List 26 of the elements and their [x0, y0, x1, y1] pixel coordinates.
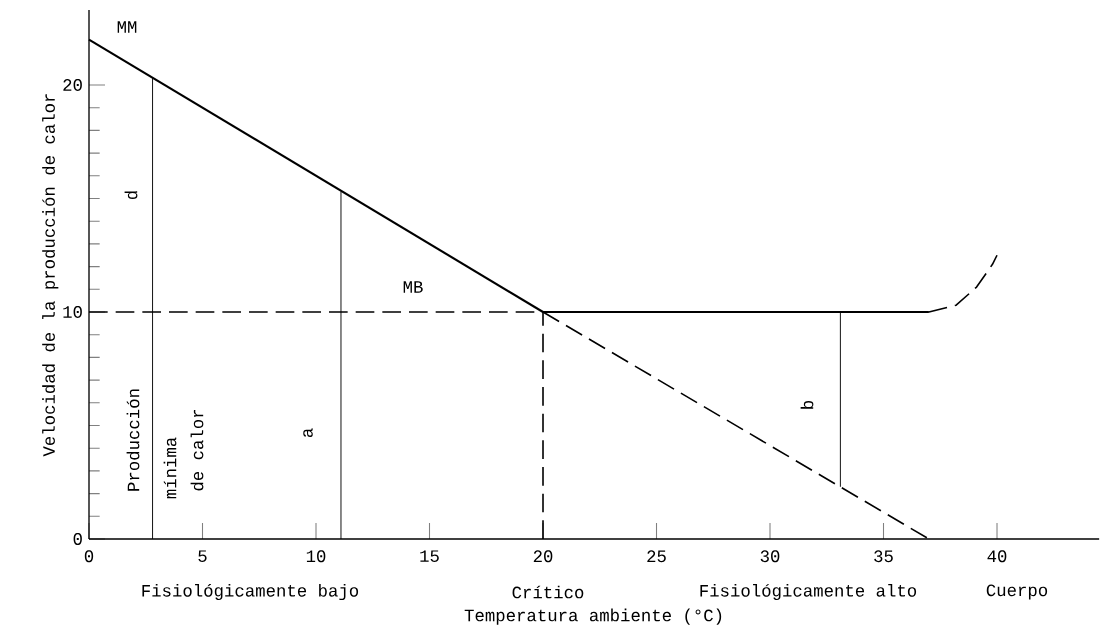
x-tick-label: 20	[533, 550, 553, 563]
y-tick-label: 0	[73, 533, 82, 545]
x-tick-label: 30	[760, 550, 780, 563]
text: Fisiológicamente bajo	[142, 583, 359, 601]
x-tick-label: 10	[306, 550, 326, 563]
x-tick-label: 0	[84, 550, 94, 563]
annotation: mínima	[163, 437, 177, 499]
annotation: a	[303, 428, 313, 438]
annotation: Producción	[126, 389, 140, 491]
annotation: b	[800, 400, 814, 409]
text: Fisiológicamente alto	[700, 583, 917, 601]
x-tick-label: 25	[647, 550, 666, 563]
text: Cuerpo	[986, 584, 1048, 600]
y-tick-label: 20	[63, 79, 82, 91]
y-tick-label: 10	[63, 306, 82, 318]
y-axis-title: Velocidad de la producción de calor	[42, 94, 59, 457]
annotation: d	[124, 191, 138, 200]
text: Crítico	[512, 585, 584, 599]
x-tick-label: 5	[198, 550, 207, 562]
annotation: MM	[117, 21, 137, 33]
x-tick-label: 40	[987, 550, 1007, 563]
x-tick-label: 35	[874, 550, 893, 563]
annotation: MB	[403, 281, 423, 293]
x-axis-title: Temperatura ambiente (°C)	[464, 608, 722, 625]
x-tick-label: 15	[420, 550, 439, 562]
annotation: de calor	[190, 409, 204, 491]
